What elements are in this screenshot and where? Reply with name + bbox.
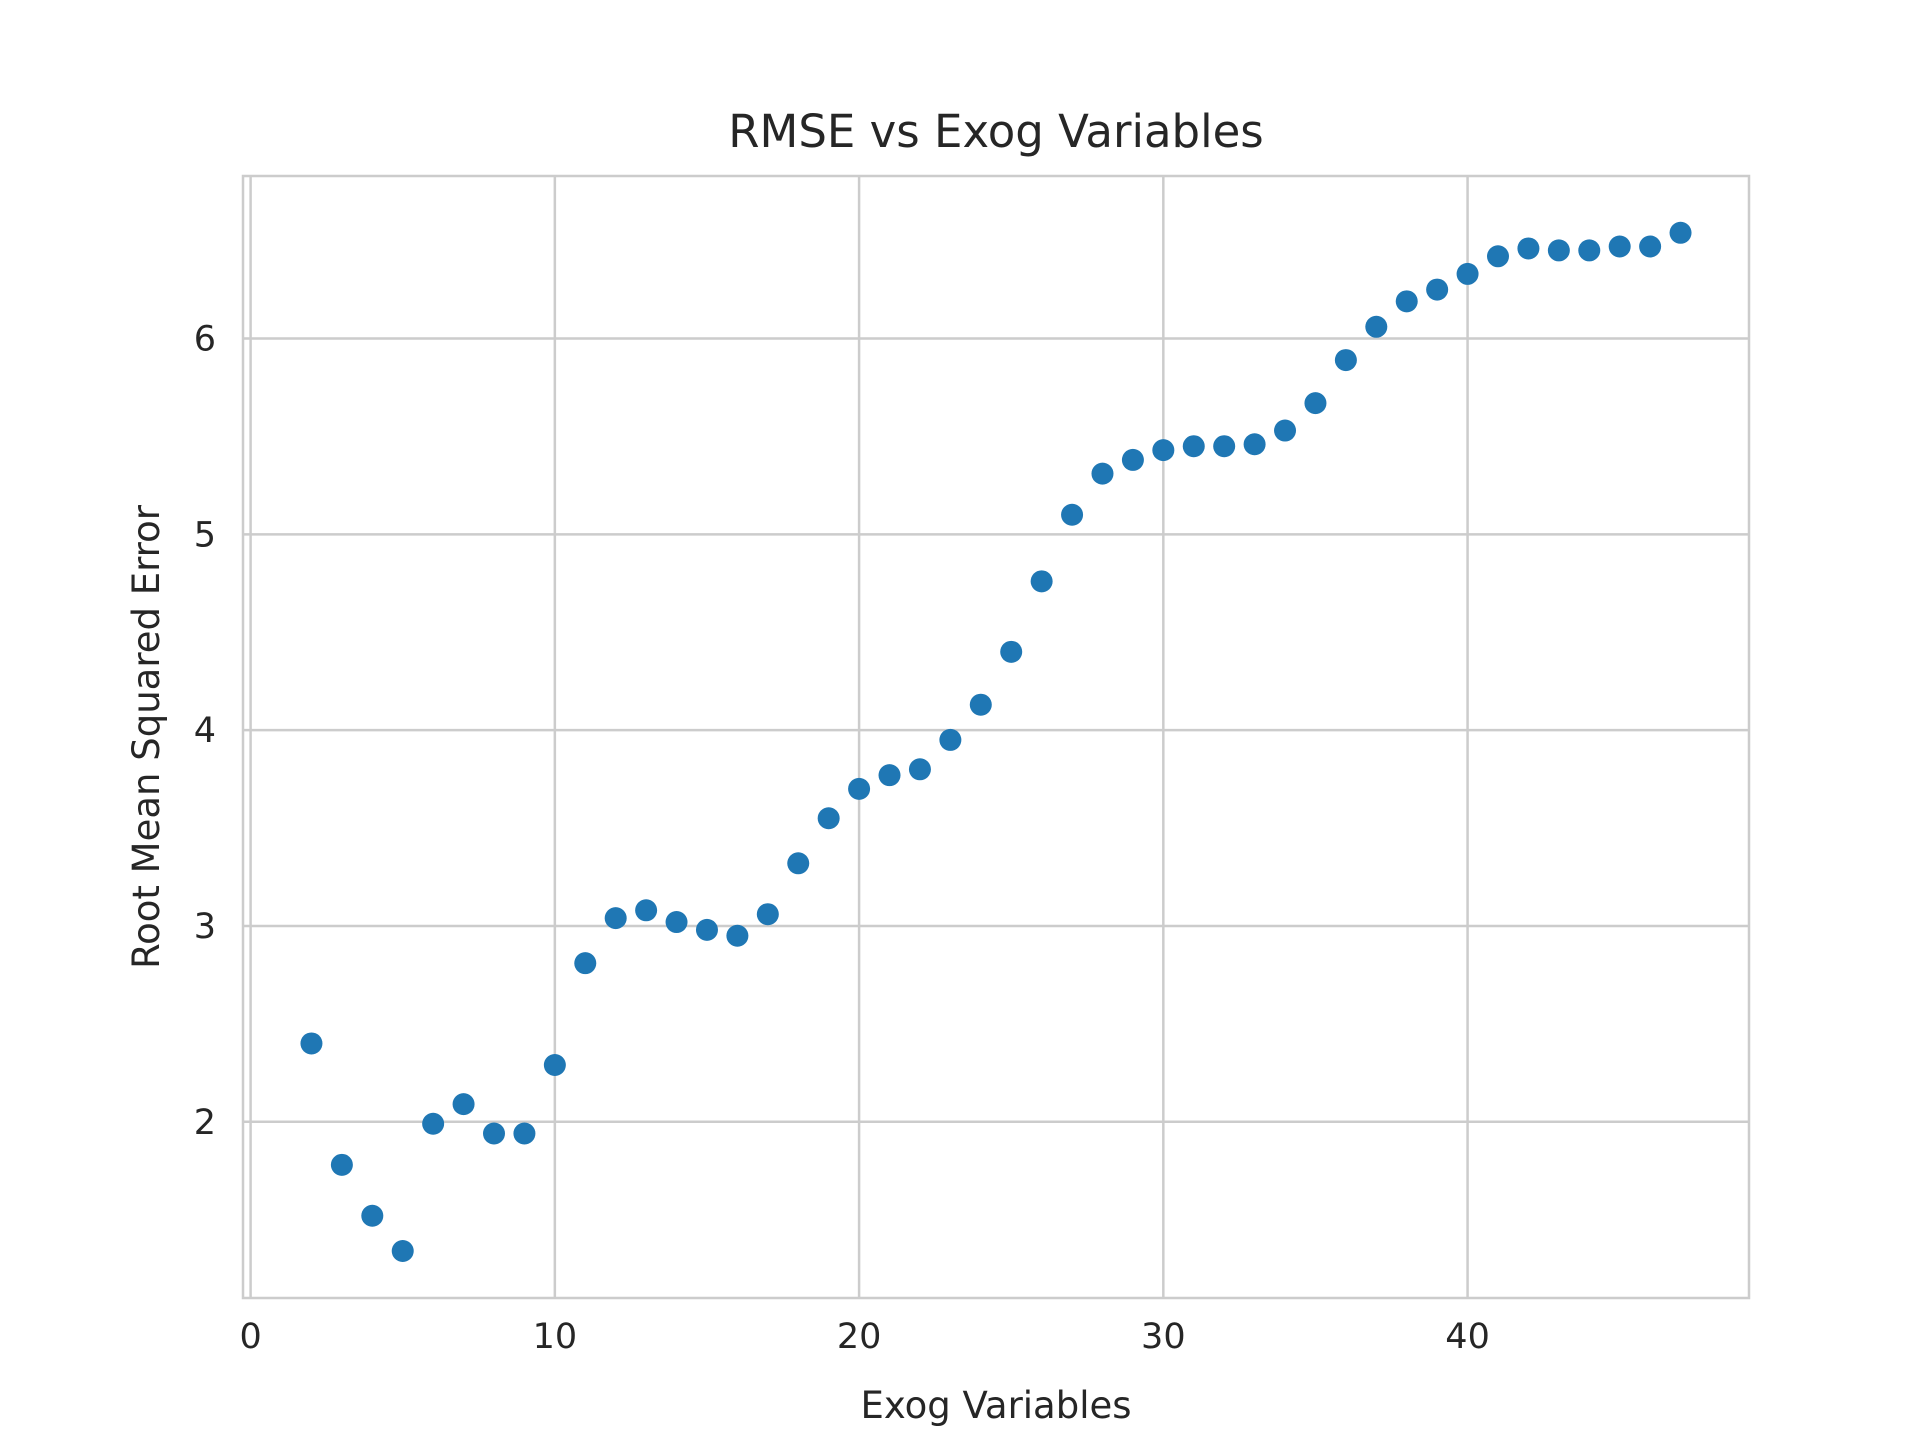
data-point [1030,570,1053,593]
data-point [300,1032,323,1055]
data-point [726,924,749,947]
data-point [635,899,658,922]
data-point [1182,435,1205,458]
y-axis-label: Root Mean Squared Error [125,504,168,969]
data-point [1517,237,1540,260]
data-point [513,1122,536,1145]
y-tick-label: 3 [194,907,216,947]
x-tick-label: 10 [533,1317,578,1357]
data-point [452,1093,475,1116]
data-point [1426,278,1449,301]
data-point [1669,221,1692,244]
x-tick-labels: 0 10 20 30 40 [239,1317,1489,1357]
data-point [1395,290,1418,313]
x-tick-label: 40 [1445,1317,1490,1357]
data-point [330,1153,353,1176]
data-point [604,907,627,930]
data-point [817,807,840,830]
chart-title: RMSE vs Exog Variables [728,105,1264,158]
data-point [1304,392,1327,415]
y-tick-label: 6 [194,320,216,360]
data-point [1243,433,1266,456]
grid-lines [243,176,1749,1298]
data-point [1639,235,1662,258]
x-tick-label: 0 [239,1317,261,1357]
data-point [878,764,901,787]
data-point [1213,435,1236,458]
data-point [422,1112,445,1135]
y-tick-label: 4 [194,711,216,751]
data-point [1487,245,1509,268]
y-tick-label: 2 [194,1103,216,1143]
data-point [574,952,597,975]
data-point [1365,315,1388,338]
data-point [391,1240,414,1263]
data-point [1608,235,1631,258]
data-point [361,1204,384,1227]
plot-frame [241,174,1751,1300]
data-point [1061,503,1084,526]
data-point [939,728,962,751]
data-point [908,758,931,781]
data-point [665,911,688,934]
x-tick-label: 30 [1141,1317,1186,1357]
data-point [848,777,871,800]
data-point [1091,462,1114,485]
y-tick-labels: 2 3 4 5 6 [194,320,216,1143]
x-axis-label: Exog Variables [860,1384,1131,1427]
data-point [695,918,718,941]
data-points [300,221,1692,1263]
data-point [1000,640,1023,663]
data-point [1547,239,1570,262]
data-point [483,1122,505,1145]
data-point [1456,262,1479,285]
data-point [543,1053,566,1076]
x-tick-label: 20 [837,1317,882,1357]
data-point [1274,419,1297,442]
data-point [1121,448,1144,471]
data-point [756,903,779,926]
data-point [787,852,810,875]
data-point [1334,349,1357,372]
data-point [1152,439,1175,462]
data-point [1578,239,1601,262]
y-tick-label: 5 [194,515,216,555]
data-point [969,693,992,716]
